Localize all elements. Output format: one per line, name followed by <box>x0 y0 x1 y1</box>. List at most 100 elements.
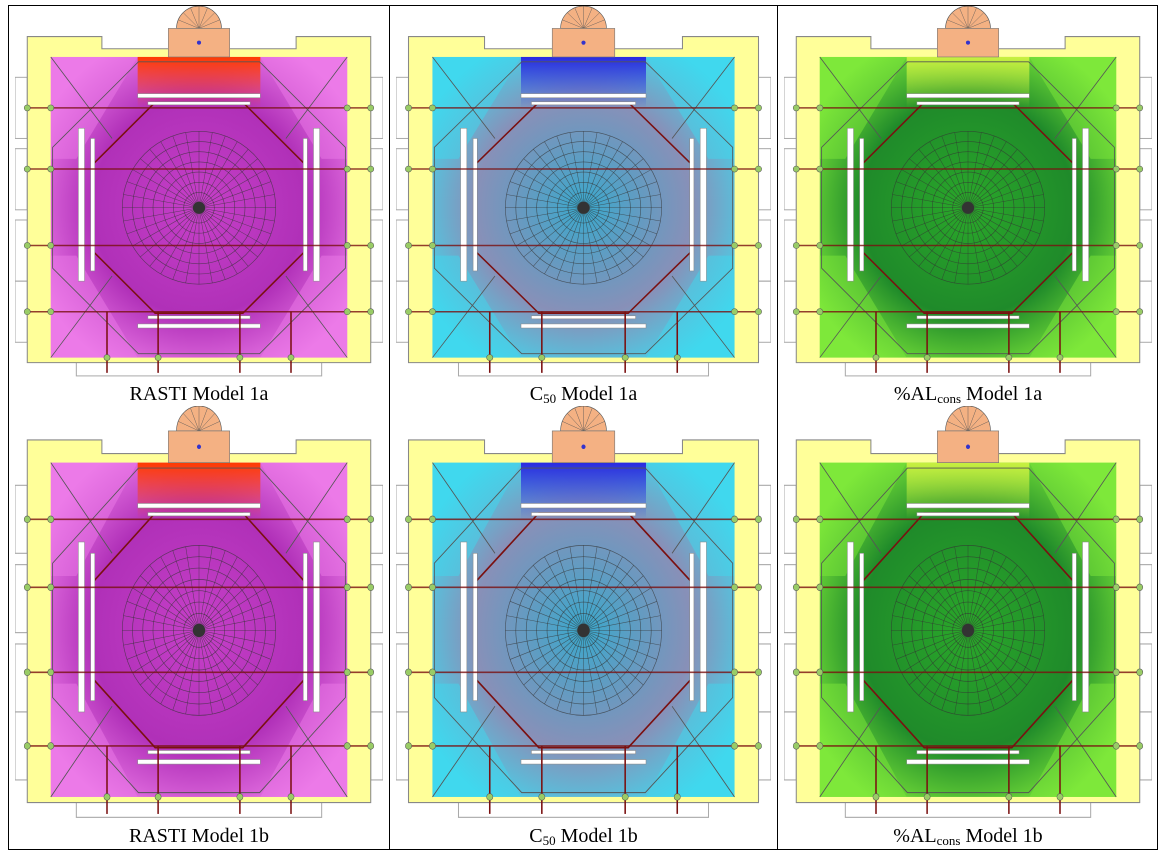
gallery <box>460 128 468 282</box>
dome-rib <box>198 630 249 696</box>
dome-rib <box>941 135 969 208</box>
column <box>367 165 375 173</box>
dome-rib <box>509 181 584 209</box>
caption-text: Model 1b <box>960 825 1043 847</box>
caption-subscript: cons <box>936 833 961 848</box>
column <box>673 354 681 361</box>
dome-rib <box>515 207 584 247</box>
apse-rib <box>190 407 200 432</box>
gallery <box>689 138 695 272</box>
apse-rib <box>178 421 200 432</box>
diagonal <box>671 56 735 139</box>
dome-rib <box>198 158 258 208</box>
diagonal <box>1054 56 1117 139</box>
dome-rib <box>967 181 1041 209</box>
dome-rib <box>506 194 584 209</box>
column <box>429 742 436 750</box>
dome-rib <box>967 556 1007 631</box>
dome-rib <box>126 630 200 660</box>
dome-rib <box>583 207 644 258</box>
gallery <box>520 323 647 329</box>
apse-rib <box>562 421 584 432</box>
column <box>23 742 31 750</box>
column <box>23 165 31 173</box>
frame <box>396 148 410 211</box>
dome-rib <box>198 169 266 208</box>
dome-rib <box>569 132 584 208</box>
frame <box>757 148 771 211</box>
caption-text: %AL <box>893 825 937 847</box>
dome-rib <box>918 565 969 631</box>
dome-rib <box>941 630 969 711</box>
column <box>755 583 762 591</box>
dome-rib <box>198 194 275 209</box>
dome-rib <box>583 181 658 209</box>
dome-rib <box>892 630 969 646</box>
dome-rib <box>895 630 969 660</box>
column <box>792 242 800 249</box>
column <box>405 242 412 249</box>
diagonal <box>285 462 348 554</box>
dome-rib <box>967 207 1027 258</box>
column <box>236 793 244 801</box>
dome-rib <box>901 587 969 631</box>
column <box>1056 354 1064 361</box>
figure-cell: %ALcons Model 1b <box>778 406 1158 853</box>
column <box>367 242 375 249</box>
column <box>343 742 351 750</box>
dome-rib <box>583 132 598 208</box>
dome-rib <box>967 141 1007 208</box>
dome-center <box>961 201 975 214</box>
column <box>621 354 629 361</box>
column <box>405 742 412 750</box>
dome-rib <box>556 207 584 280</box>
apse-rib <box>182 413 200 432</box>
column <box>343 242 351 249</box>
dome-rib <box>515 169 584 208</box>
column <box>1112 308 1120 316</box>
gallery <box>1072 138 1077 272</box>
gallery <box>531 315 636 320</box>
column <box>1136 308 1144 316</box>
frame <box>15 219 28 282</box>
apse-rib <box>198 407 208 432</box>
gallery <box>147 750 251 755</box>
caption: C50 Model 1b <box>390 825 777 849</box>
plan-image <box>396 6 771 377</box>
column <box>755 242 762 249</box>
dome-rib <box>515 587 584 631</box>
dome-rib <box>895 601 969 631</box>
dome-rib <box>198 207 272 235</box>
column <box>367 515 375 523</box>
frame <box>757 564 771 634</box>
column <box>23 515 31 523</box>
dome-rib <box>198 630 238 705</box>
dome-rib <box>967 565 1018 631</box>
column <box>731 515 738 523</box>
dome-rib <box>583 158 644 208</box>
dome-rib <box>533 149 584 208</box>
column <box>872 354 880 361</box>
dome-rib <box>533 207 584 267</box>
column <box>816 515 824 523</box>
plan-image <box>15 6 383 377</box>
dome-rib <box>198 565 249 631</box>
dome-rib <box>583 556 623 631</box>
octagon <box>433 467 734 794</box>
apse-rib <box>182 12 200 29</box>
frame <box>784 219 797 282</box>
dome-rib <box>140 575 200 631</box>
dome-rib <box>523 158 584 208</box>
column <box>731 668 738 676</box>
gallery <box>531 750 636 755</box>
dome-rib <box>583 575 644 631</box>
caption-text: C <box>529 825 543 847</box>
column <box>405 583 412 591</box>
diagonal <box>671 706 735 798</box>
source <box>965 444 971 450</box>
caption: %ALcons Model 1b <box>778 825 1158 849</box>
source <box>581 444 586 450</box>
gallery <box>906 759 1030 765</box>
source <box>196 40 202 45</box>
